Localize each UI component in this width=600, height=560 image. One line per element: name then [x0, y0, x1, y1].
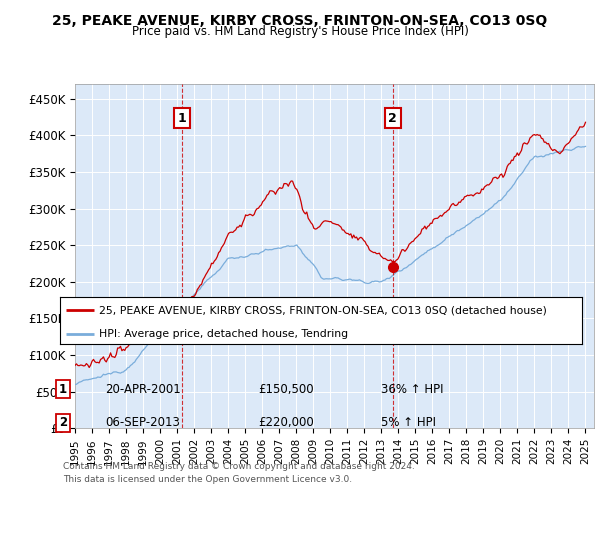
Text: HPI: Average price, detached house, Tendring: HPI: Average price, detached house, Tend… [99, 329, 348, 339]
Text: 25, PEAKE AVENUE, KIRBY CROSS, FRINTON-ON-SEA, CO13 0SQ: 25, PEAKE AVENUE, KIRBY CROSS, FRINTON-O… [52, 14, 548, 28]
Text: 2: 2 [59, 416, 67, 430]
Text: £150,500: £150,500 [258, 382, 314, 396]
Text: 06-SEP-2013: 06-SEP-2013 [105, 416, 180, 430]
Text: 36% ↑ HPI: 36% ↑ HPI [381, 382, 443, 396]
Text: 5% ↑ HPI: 5% ↑ HPI [381, 416, 436, 430]
Text: 2: 2 [388, 112, 397, 125]
Text: Contains HM Land Registry data © Crown copyright and database right 2024.
This d: Contains HM Land Registry data © Crown c… [63, 462, 415, 483]
Text: Price paid vs. HM Land Registry's House Price Index (HPI): Price paid vs. HM Land Registry's House … [131, 25, 469, 38]
Text: 1: 1 [59, 382, 67, 396]
Text: 20-APR-2001: 20-APR-2001 [105, 382, 181, 396]
Text: 25, PEAKE AVENUE, KIRBY CROSS, FRINTON-ON-SEA, CO13 0SQ (detached house): 25, PEAKE AVENUE, KIRBY CROSS, FRINTON-O… [99, 305, 547, 315]
Text: 1: 1 [178, 112, 187, 125]
Text: £220,000: £220,000 [258, 416, 314, 430]
